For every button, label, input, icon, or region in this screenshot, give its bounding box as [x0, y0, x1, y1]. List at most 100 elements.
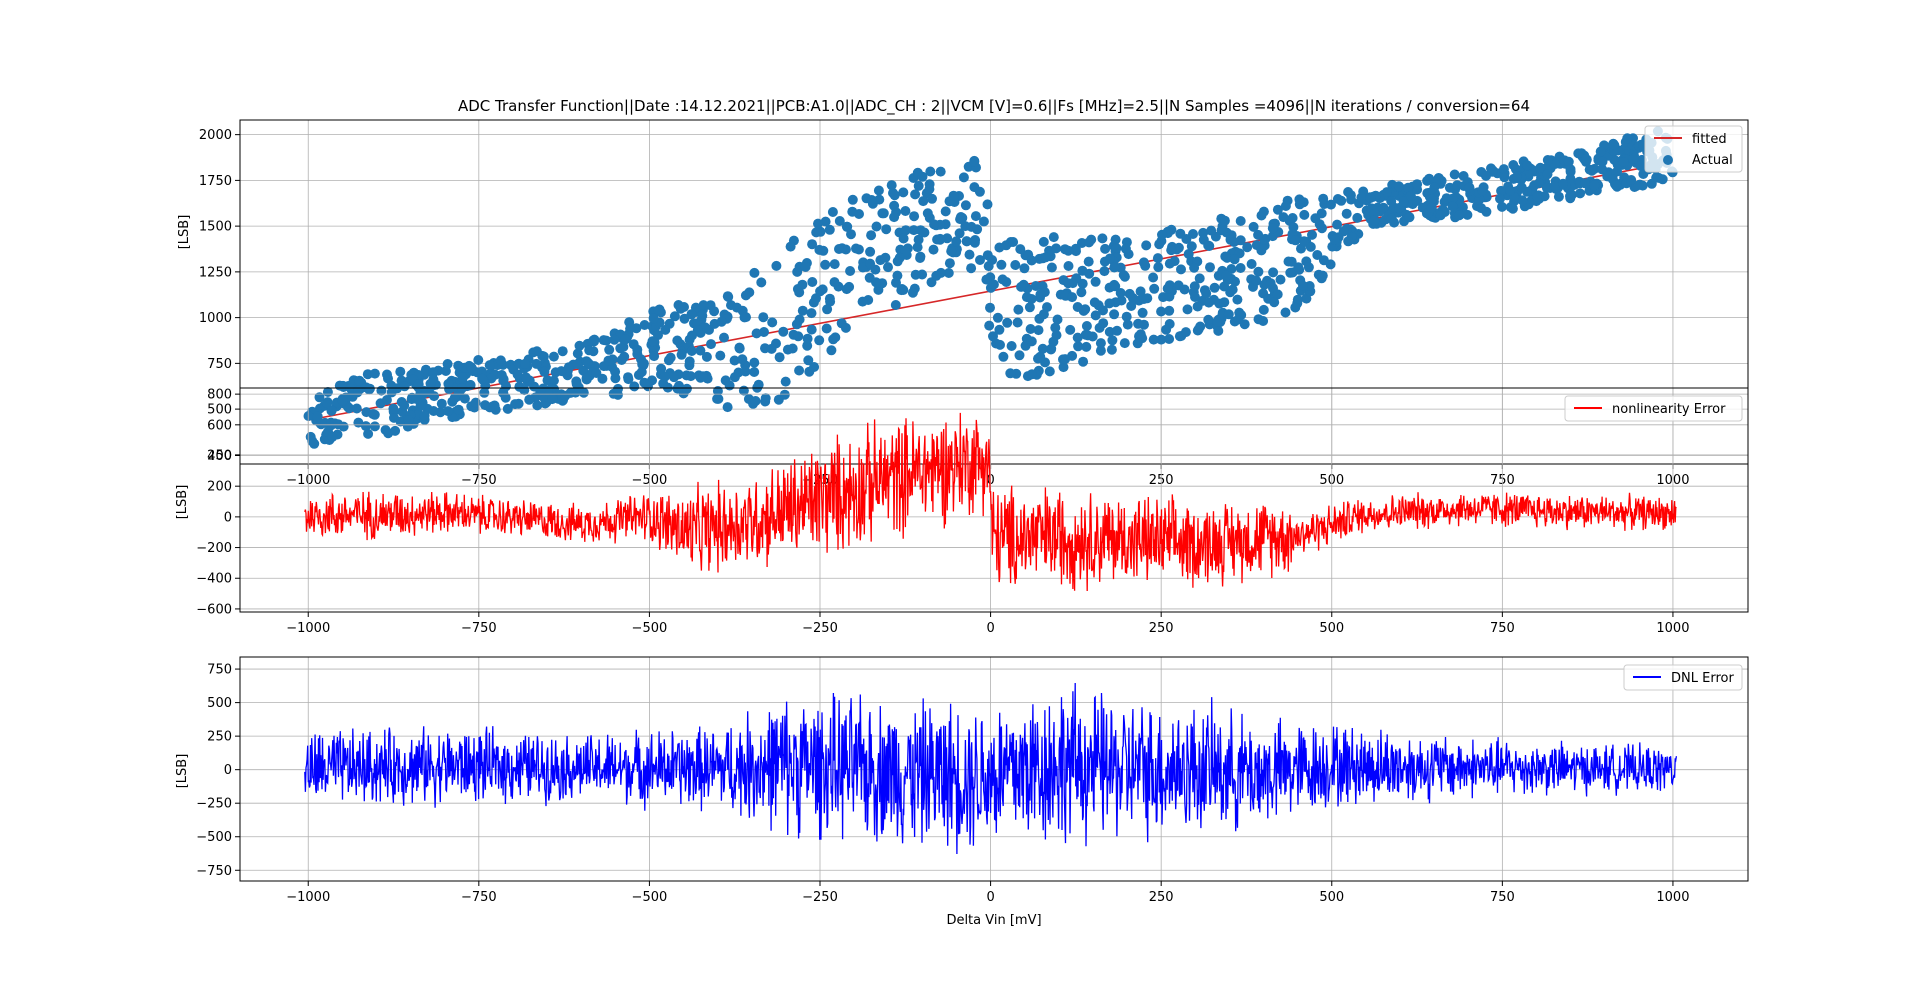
scatter-point	[1086, 234, 1097, 245]
x-tick-label: 1000	[1656, 621, 1689, 636]
scatter-point	[830, 332, 841, 343]
scatter-point	[1508, 160, 1519, 170]
scatter-point	[1135, 286, 1146, 297]
scatter-point	[1222, 252, 1233, 263]
scatter-point	[1051, 243, 1062, 254]
scatter-point	[1138, 294, 1149, 304]
scatter-point	[1393, 181, 1404, 192]
scatter-point	[1026, 294, 1037, 304]
legend-swatch-actual	[1663, 155, 1673, 165]
scatter-point	[629, 381, 640, 392]
scatter-point	[443, 406, 453, 417]
scatter-point	[1549, 181, 1560, 192]
scatter-point	[1081, 341, 1092, 352]
x-tick-label: −250	[802, 621, 838, 636]
scatter-point	[520, 372, 531, 383]
x-tick-label: 250	[1149, 621, 1174, 636]
scatter-point	[880, 252, 891, 263]
scatter-point	[1586, 165, 1597, 176]
scatter-point	[1352, 212, 1363, 223]
scatter-point	[847, 206, 858, 217]
scatter-point	[512, 369, 523, 380]
scatter-point	[1496, 185, 1507, 196]
y-tick-label: 250	[207, 730, 232, 745]
scatter-point	[871, 221, 882, 232]
y-tick-label: 200	[207, 480, 232, 495]
scatter-point	[453, 360, 464, 371]
scatter-point	[1008, 237, 1019, 247]
scatter-point	[1626, 175, 1637, 185]
scatter-point	[1133, 318, 1144, 329]
scatter-point	[1332, 219, 1343, 230]
y-axis-label: [LSB]	[177, 215, 192, 250]
y-tick-label: 1750	[199, 174, 232, 189]
scatter-point	[436, 398, 447, 409]
scatter-point	[889, 200, 900, 211]
scatter-point	[477, 366, 487, 377]
scatter-point	[873, 185, 884, 196]
scatter-point	[1148, 334, 1159, 345]
nonlinearity-panel: −1000 −750 −500 −250 0 250 500 750 1000 −600 −400 −…	[175, 387, 1749, 636]
scatter-point	[834, 244, 844, 254]
scatter-point	[935, 233, 946, 244]
scatter-point	[1179, 284, 1190, 295]
scatter-point	[443, 378, 454, 389]
scatter-point	[1203, 240, 1214, 251]
scatter-point	[846, 229, 856, 240]
scatter-point	[931, 270, 942, 281]
scatter-point	[957, 212, 968, 223]
scatter-point	[997, 274, 1008, 285]
transfer-function-panel: ADC Transfer Function||Date :14.12.2021|…	[177, 97, 1749, 488]
scatter-point	[1318, 255, 1329, 266]
y-tick-label: 800	[207, 388, 232, 403]
legend: nonlinearity Error	[1564, 395, 1743, 422]
scatter-point	[1157, 229, 1167, 240]
scatter-point	[807, 277, 818, 287]
scatter-point	[898, 187, 909, 198]
scatter-point	[1183, 249, 1194, 259]
scatter-point	[1426, 202, 1437, 213]
scatter-point	[1030, 281, 1041, 291]
scatter-point	[1236, 310, 1247, 320]
scatter-point	[987, 255, 998, 265]
x-tick-label: −1000	[286, 621, 330, 636]
scatter-point	[1580, 178, 1590, 189]
scatter-point	[1318, 193, 1329, 204]
scatter-point	[834, 216, 845, 226]
scatter-point	[716, 316, 727, 327]
scatter-point	[1386, 196, 1397, 207]
nonlinearity-plot-area: −1000 −750 −500 −250 0 250 500 750 1000 −600 −400 −…	[196, 387, 1749, 636]
scatter-point	[829, 259, 840, 270]
scatter-point	[1246, 259, 1257, 269]
y-tick-label: 750	[207, 357, 232, 372]
scatter-point	[1090, 310, 1101, 321]
scatter-point	[613, 383, 623, 394]
y-tick-label: 2000	[199, 128, 232, 143]
scatter-point	[1095, 345, 1106, 356]
scatter-point	[1058, 362, 1069, 373]
y-tick-label: −750	[196, 864, 232, 879]
scatter-point	[1365, 193, 1376, 203]
scatter-point	[1203, 314, 1214, 325]
scatter-point	[557, 346, 568, 357]
scatter-point	[1280, 201, 1291, 211]
scatter-point	[1267, 223, 1278, 234]
scatter-point	[900, 206, 911, 216]
scatter-point	[1164, 258, 1175, 269]
scatter-point	[1447, 201, 1458, 212]
scatter-point	[756, 277, 767, 288]
scatter-point	[1326, 199, 1336, 210]
scatter-point	[966, 263, 977, 274]
scatter-point	[946, 246, 957, 257]
scatter-point	[871, 277, 881, 288]
x-tick-label: −750	[461, 621, 497, 636]
scatter-point	[709, 306, 720, 317]
scatter-point	[720, 375, 731, 386]
scatter-point	[1089, 297, 1100, 308]
scatter-point	[782, 344, 793, 355]
scatter-point	[794, 287, 805, 298]
scatter-point	[749, 367, 760, 377]
scatter-point	[740, 366, 751, 377]
dnl-panel: −1000 −750 −500 −250 0 250 500 750 1000 −750 −500 −…	[175, 656, 1749, 928]
scatter-point	[1019, 263, 1030, 274]
